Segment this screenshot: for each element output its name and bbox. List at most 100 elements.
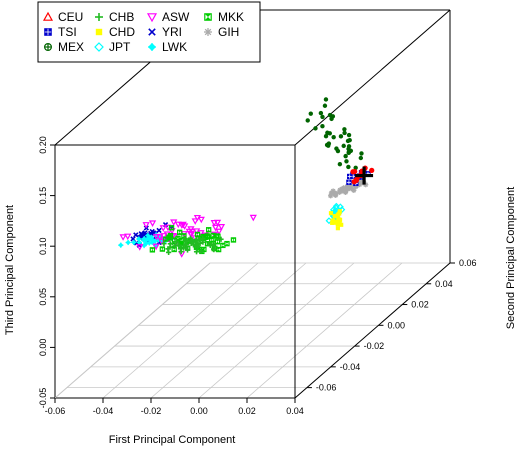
legend-box [37, 1, 261, 63]
point-chb [212, 244, 218, 250]
point-mex [358, 155, 364, 161]
point-chb [211, 247, 217, 253]
point-mkk [163, 236, 169, 242]
point-gih [344, 184, 350, 190]
point-asw [249, 214, 257, 222]
x-tick-label: -0.02 [141, 406, 162, 416]
point-gih [330, 188, 336, 194]
point-asw [179, 221, 187, 229]
x-tick-label: -0.06 [45, 406, 66, 416]
z-tick-label: 0.10 [38, 237, 48, 255]
point-lwk [125, 239, 131, 246]
legend-marker-chb [95, 13, 103, 21]
point-chb [198, 248, 204, 254]
point-chb [218, 236, 224, 242]
legend-marker-jpt [94, 42, 104, 52]
point-chb [161, 241, 167, 247]
x-axis-label: First Principal Component [109, 434, 236, 446]
highlight-marker [355, 166, 374, 185]
legend-label-lwk: LWK [162, 40, 187, 54]
point-lwk [145, 232, 151, 239]
point-mex [346, 144, 352, 149]
point-chb [197, 240, 203, 246]
legend-label-mex: MEX [58, 40, 84, 54]
point-gih [351, 187, 357, 193]
legend-label-tsi: TSI [58, 25, 77, 39]
legend-marker-tsi [44, 28, 52, 36]
point-chb [165, 246, 171, 252]
y-axis-ticks: -0.06 -0.04 -0.02 0.00 0.02 0.04 0.06 [306, 258, 477, 393]
point-chb [207, 242, 213, 249]
point-yri [133, 232, 139, 238]
point-lwk [118, 242, 124, 248]
legend-marker-gih [204, 28, 212, 36]
x-axis-ticks: -0.06 -0.04 -0.02 0.00 0.02 0.04 [45, 398, 304, 416]
legend-label-asw: ASW [162, 10, 190, 24]
point-mkk [159, 246, 166, 252]
legend-marker-asw [146, 13, 158, 23]
series-chd [328, 209, 344, 231]
point-mex [338, 134, 344, 139]
point-asw [119, 234, 127, 241]
legend-marker-chd [95, 28, 103, 36]
x-tick-label: -0.04 [93, 406, 114, 416]
point-asw [191, 218, 199, 225]
point-chb [173, 239, 179, 245]
point-mex [320, 114, 325, 120]
z-tick-label: 0.05 [38, 288, 48, 306]
point-asw [136, 244, 144, 251]
legend-label-chb: CHB [109, 10, 134, 24]
point-asw [142, 222, 150, 229]
point-mex [329, 116, 334, 122]
point-tsi [346, 179, 352, 186]
point-chb [211, 241, 217, 247]
z-tick-label: 0.00 [38, 339, 48, 357]
point-mex [341, 143, 346, 149]
point-mex [323, 134, 329, 139]
point-mex [326, 141, 332, 146]
point-asw [215, 228, 223, 236]
point-asw [152, 243, 160, 251]
z-tick-label: 0.15 [38, 187, 48, 205]
point-ceu [369, 167, 375, 173]
y-tick-label: 0.00 [387, 320, 405, 330]
point-yri [130, 236, 136, 242]
y-tick-label: 0.04 [435, 279, 453, 289]
point-chb [178, 249, 184, 255]
x-tick-label: 0.04 [286, 406, 304, 416]
point-mex [359, 151, 364, 156]
y-tick-label: 0.02 [411, 300, 429, 310]
point-mex [335, 148, 341, 154]
z-axis-label: Third Principal Component [4, 205, 16, 335]
series-mex [305, 97, 364, 170]
point-ceu [351, 179, 357, 185]
point-chd [337, 217, 343, 222]
point-chd [337, 209, 342, 214]
point-mex [322, 103, 328, 108]
point-chb [184, 247, 191, 253]
legend-label-jpt: JPT [109, 40, 131, 54]
point-chd [335, 226, 340, 231]
point-mkk [177, 229, 183, 235]
point-chb [188, 240, 194, 247]
point-mkk [194, 231, 201, 238]
point-chd [339, 222, 344, 227]
point-asw [160, 233, 168, 240]
point-lwk [143, 241, 149, 247]
point-mkk [230, 237, 237, 243]
point-chd [330, 219, 336, 224]
point-mex [331, 134, 336, 140]
point-mex [345, 138, 351, 144]
point-mex [344, 159, 349, 164]
legend-label-mkk: MKK [218, 10, 244, 24]
point-asw [174, 221, 182, 229]
point-mex [313, 126, 318, 131]
point-asw [186, 230, 195, 238]
point-mkk [149, 247, 156, 253]
legend-marker-yri [148, 28, 156, 36]
point-chb [182, 236, 188, 242]
point-asw [210, 220, 218, 227]
